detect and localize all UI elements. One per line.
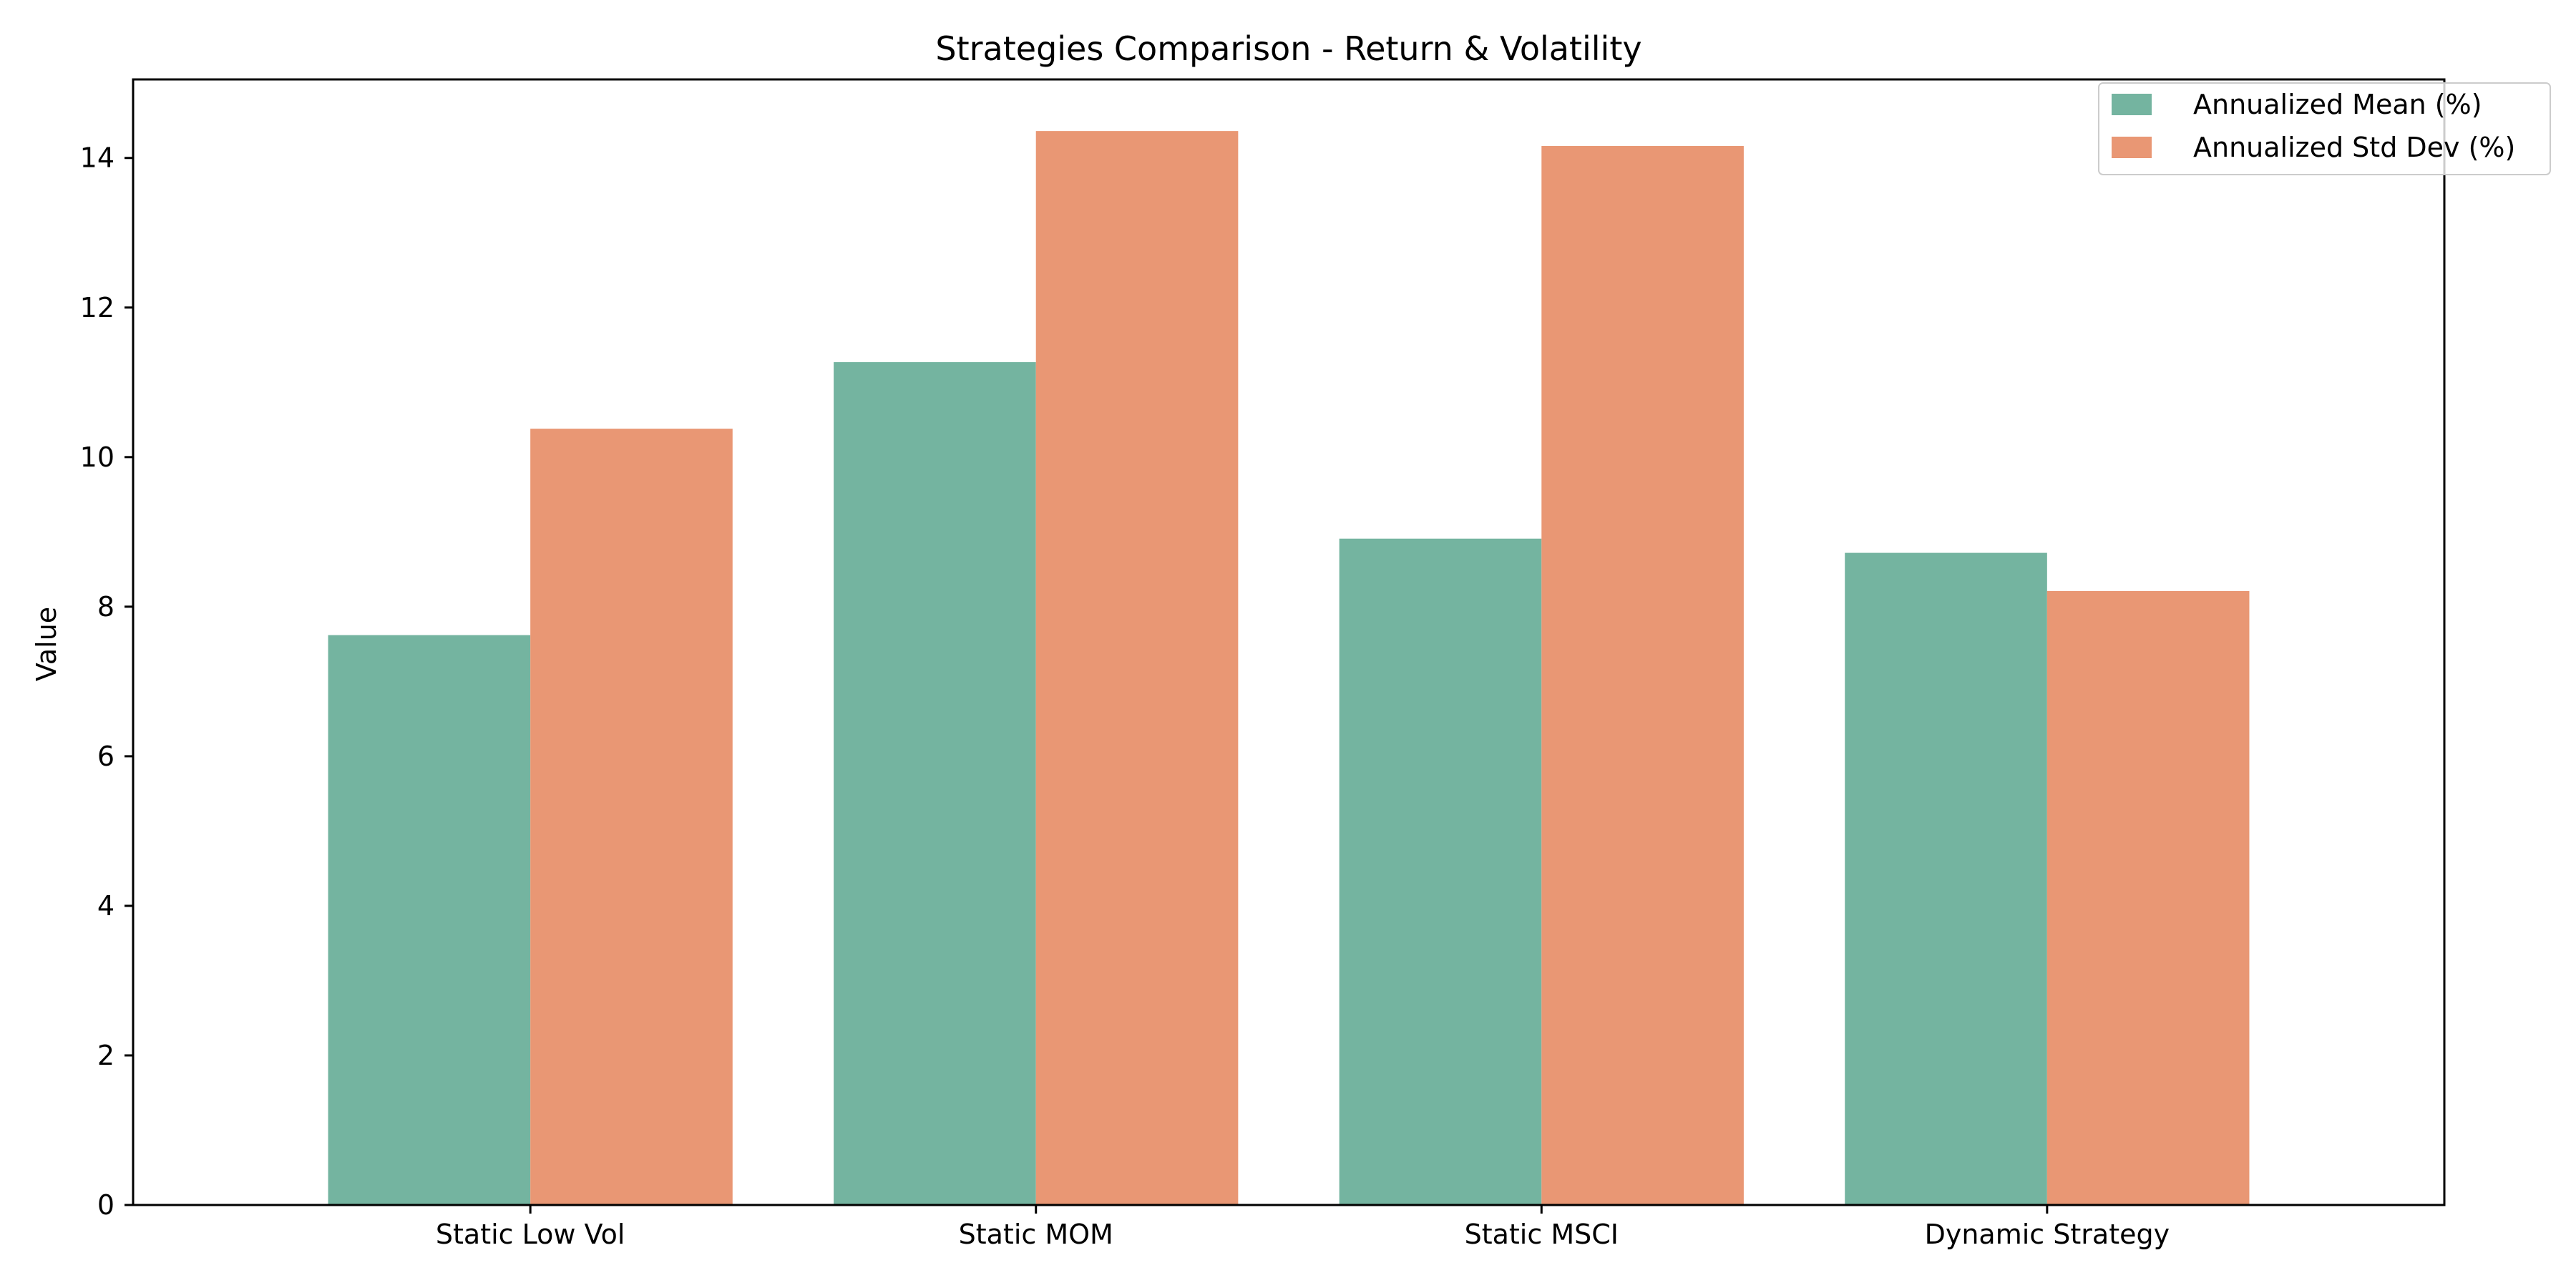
y-axis-label: Value	[31, 607, 62, 681]
x-tick-label: Dynamic Strategy	[1925, 1219, 2170, 1250]
bar-1-2	[834, 362, 1036, 1205]
y-tick-label: 10	[80, 441, 114, 473]
legend-label: Annualized Std Dev (%)	[2193, 132, 2515, 163]
bar-2-2	[1035, 131, 1239, 1205]
x-tick-label: Static MOM	[959, 1219, 1113, 1250]
y-tick-label: 8	[97, 591, 114, 623]
x-axis: Static Low Vol Static MOM Static MSCI Dynam…	[436, 1205, 2170, 1250]
legend-swatch	[2112, 94, 2152, 115]
x-tick-label: Static Low Vol	[436, 1219, 625, 1250]
bar-2-4	[2046, 590, 2250, 1205]
legend: Annualized Mean (%) Annualized Std Dev (%…	[2098, 82, 2551, 175]
y-tick-label: 12	[80, 292, 114, 323]
y-tick-label: 6	[97, 741, 114, 772]
y-tick-label: 14	[80, 142, 114, 174]
y-axis: 0 2 4 6 8 10 12 14	[80, 142, 133, 1221]
bar-1-3	[1339, 538, 1542, 1205]
bars-group	[328, 131, 2250, 1206]
legend-box	[2098, 82, 2551, 175]
x-tick-label: Static MSCI	[1465, 1219, 1619, 1250]
y-tick-label: 2	[97, 1040, 114, 1071]
y-tick-label: 0	[97, 1189, 114, 1221]
chart-title: Strategies Comparison - Return & Volatil…	[935, 29, 1641, 68]
bar-1-4	[1845, 552, 2047, 1205]
bar-1-1	[328, 635, 531, 1205]
y-tick-label: 4	[97, 890, 114, 922]
bar-2-3	[1541, 146, 1744, 1206]
legend-label: Annualized Mean (%)	[2193, 89, 2482, 120]
legend-swatch	[2112, 137, 2152, 158]
bar-2-1	[530, 429, 733, 1205]
plot-frame	[132, 78, 2446, 1206]
